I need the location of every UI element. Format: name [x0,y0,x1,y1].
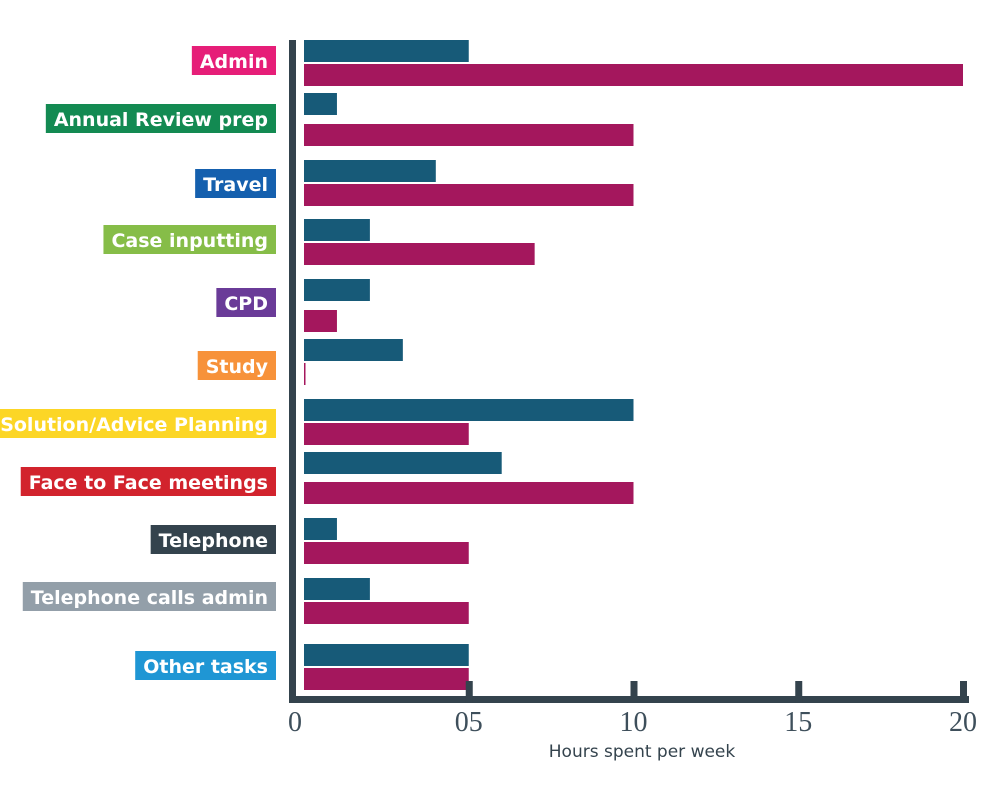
x-axis-ticks: 0 05 10 15 20 [288,681,977,738]
bar-series-2 [304,124,634,146]
category-label-box [150,525,276,554]
category-label-text: CPD [224,293,268,315]
category-label-text: Travel [203,174,268,196]
bar-series-2 [304,482,634,504]
bar-series-2 [304,602,469,624]
bar-series-1 [304,219,370,241]
category-label-text: Telephone calls admin [31,587,268,609]
category-label-text: Case inputting [111,230,268,252]
x-tick-label: 05 [455,707,483,738]
bar-series-1 [304,279,370,301]
x-axis-line [289,696,969,703]
category-labels: Admin Annual Review prep Travel Case inputt… [0,46,276,680]
category-label-text: Admin [200,51,268,73]
bar-series-1 [304,339,403,361]
bar-series-2 [304,64,963,86]
bar-series-2 [304,542,469,564]
bar-series-2 [304,310,337,332]
x-tick-label: 15 [784,707,812,738]
category-label-text: Face to Face meetings [29,472,268,494]
category-label-text: Telephone [159,530,268,552]
bars [304,40,963,690]
category-label-text: Other tasks [143,656,268,678]
x-tick-label: 0 [288,707,302,738]
axes [289,40,969,703]
category-label: Admin [191,46,276,75]
category-label-box [216,288,276,317]
x-tick-mark [630,681,638,703]
category-label-box [103,225,276,254]
category-label-box [195,169,276,198]
category-label-box [22,582,276,611]
x-tick-mark [465,681,473,703]
x-tick-mark [960,681,967,703]
category-label-text: Solution/Advice Planning [0,414,268,436]
x-axis-title: Hours spent per week [549,742,736,762]
category-label-text: Annual Review prep [54,109,268,131]
bar-series-2 [304,184,634,206]
bar-series-2 [304,363,306,385]
y-axis-line [289,40,296,703]
category-label: Annual Review prep [45,104,276,133]
x-tick-label: 20 [949,707,977,738]
category-label-box [20,467,276,496]
category-label-box [191,46,276,75]
category-label-box [135,651,276,680]
category-label: CPD [216,288,276,317]
category-label-box [197,351,276,380]
category-label: Telephone [150,525,276,554]
bar-series-1 [304,644,469,666]
category-label: Telephone calls admin [22,582,276,611]
category-label: Solution/Advice Planning [0,409,276,438]
bar-series-2 [304,668,469,690]
category-label: Face to Face meetings [20,467,276,496]
category-label: Other tasks [135,651,276,680]
bar-series-1 [304,518,337,540]
bar-series-2 [304,423,469,445]
bar-series-1 [304,399,634,421]
category-label: Study [197,351,276,380]
x-tick-label: 10 [620,707,648,738]
category-label-text: Study [206,356,269,378]
bar-series-1 [304,452,502,474]
bar-series-1 [304,93,337,115]
category-label-box [0,409,276,438]
bar-series-1 [304,578,370,600]
category-label-box [45,104,276,133]
category-label: Travel [195,169,276,198]
category-label: Case inputting [103,225,276,254]
bar-series-2 [304,243,535,265]
x-tick-mark [795,681,803,703]
bar-series-1 [304,40,469,62]
bar-series-1 [304,160,436,182]
